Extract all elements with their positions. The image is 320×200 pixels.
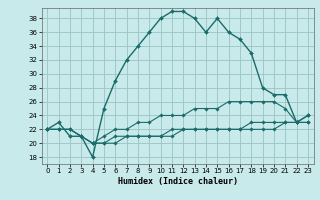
X-axis label: Humidex (Indice chaleur): Humidex (Indice chaleur) bbox=[118, 177, 237, 186]
